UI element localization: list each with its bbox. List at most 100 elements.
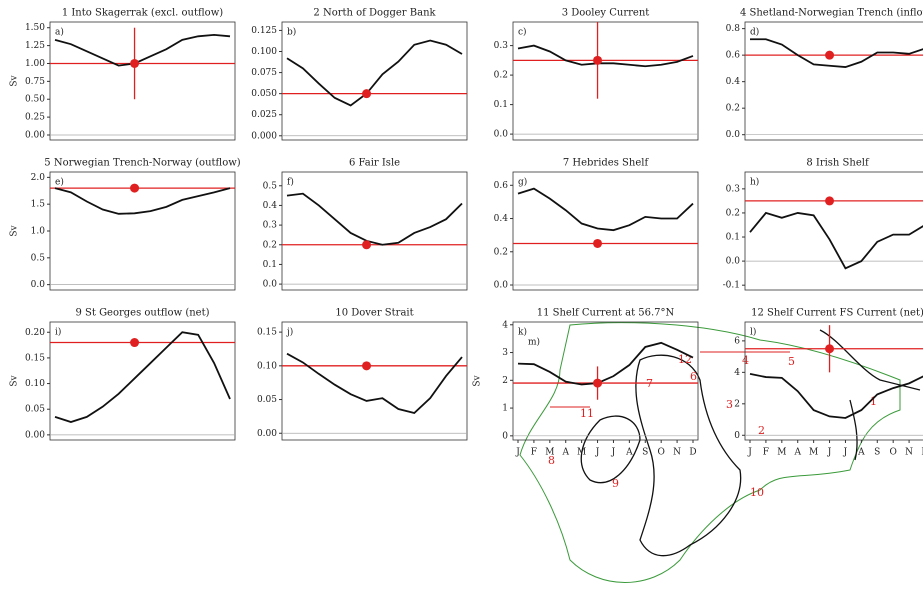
panel-label: j) — [286, 327, 293, 338]
x-tick-label: J — [747, 448, 752, 458]
y-tick-label: 0.6 — [726, 51, 741, 61]
y-tick-label: 0.125 — [251, 26, 277, 36]
obs-point — [593, 55, 603, 65]
plot-frame — [281, 171, 468, 291]
panel-title: 10 Dover Strait — [335, 308, 413, 319]
obs-point — [593, 378, 603, 388]
y-tick-label: 2 — [734, 399, 740, 409]
y-axis-label: Sv — [10, 374, 20, 386]
mean-line — [286, 192, 463, 246]
y-tick-label: 6 — [734, 336, 740, 346]
section-label: 8 — [548, 454, 555, 467]
x-tick-label: S — [642, 448, 648, 458]
plot-frame — [49, 171, 236, 291]
y-tick-label: 0.25 — [25, 113, 45, 123]
obs-point — [130, 338, 140, 348]
panel-title: 2 North of Dogger Bank — [313, 8, 436, 19]
y-tick-label: 3 — [502, 348, 508, 358]
y-axis-label: Sv — [10, 74, 20, 86]
plot-frame — [512, 21, 699, 141]
panel-label: b) — [287, 27, 296, 38]
y-tick-label: 0.0 — [726, 130, 741, 140]
y-tick-label: 0.3 — [263, 221, 278, 231]
x-tick-label: F — [531, 448, 537, 458]
y-tick-label: 0.4 — [263, 201, 278, 211]
mean-line — [54, 331, 231, 423]
x-tick-label: J — [595, 448, 600, 458]
obs-point — [362, 240, 372, 250]
y-tick-label: 0.8 — [726, 24, 741, 34]
x-tick-label: M — [545, 448, 554, 458]
panel-label: h) — [750, 177, 759, 188]
y-tick-label: 0.4 — [494, 214, 509, 224]
x-tick-label: F — [763, 448, 769, 458]
y-tick-label: 1.00 — [25, 59, 45, 69]
panel-title: 12 Shelf Current FS Current (net) — [751, 308, 923, 319]
y-tick-label: 0.4 — [726, 77, 741, 87]
y-tick-label: 4 — [734, 368, 740, 378]
y-tick-label: 0.05 — [257, 395, 277, 405]
y-tick-label: 0.10 — [257, 361, 277, 371]
obs-point — [825, 50, 835, 60]
section-label: 4 — [742, 354, 749, 367]
obs-point — [825, 196, 835, 206]
panel-title: 8 Irish Shelf — [806, 158, 870, 169]
y-tick-label: 2 — [502, 376, 508, 386]
mean-line — [749, 373, 923, 419]
y-tick-label: 0.00 — [257, 429, 277, 439]
section-label: 11 — [580, 407, 594, 420]
panel-label: k) — [518, 327, 527, 338]
panel-title: 9 St Georges outflow (net) — [75, 308, 209, 319]
plot-frame — [281, 321, 468, 441]
y-tick-label: 0.1 — [263, 260, 277, 270]
y-tick-label: 0.05 — [25, 405, 45, 415]
section-label: 6 — [690, 370, 697, 383]
map-labels: 1 2 3 4 5 6 7 8 9 10 11 12 — [548, 353, 877, 499]
map: m) — [519, 322, 921, 583]
x-tick-label: N — [673, 448, 681, 458]
mean-line — [517, 187, 694, 232]
y-tick-label: 0.1 — [494, 100, 508, 110]
y-tick-label: 0.2 — [494, 247, 508, 257]
y-tick-label: 0.15 — [25, 353, 45, 363]
section-label: 10 — [750, 486, 764, 499]
plot-frame — [512, 321, 699, 441]
y-tick-label: 4 — [502, 320, 508, 330]
y-tick-label: 0.0 — [494, 281, 509, 291]
y-tick-label: 0.1 — [726, 233, 740, 243]
panel-title: 4 Shetland-Norwegian Trench (inflow) — [740, 8, 923, 19]
panel-title: 11 Shelf Current at 56.7°N — [537, 308, 675, 319]
y-tick-label: 0 — [502, 431, 508, 441]
panel-label: l) — [750, 327, 756, 338]
y-tick-label: 0.3 — [494, 41, 509, 51]
mean-line — [517, 341, 694, 386]
panel-label: a) — [55, 27, 64, 38]
plot-frame — [744, 321, 923, 441]
y-axis-label: Sv — [473, 374, 483, 386]
y-tick-label: 2.0 — [31, 173, 46, 183]
y-tick-label: 0.0 — [263, 280, 278, 290]
x-tick-label: A — [857, 448, 865, 458]
y-tick-label: 1 — [502, 404, 508, 414]
x-tick-label: M — [809, 448, 818, 458]
y-tick-label: 0.2 — [726, 104, 740, 114]
panel-label: d) — [750, 27, 759, 38]
x-tick-label: J — [515, 448, 520, 458]
plot-frame — [49, 321, 236, 441]
y-tick-label: 1.50 — [25, 23, 45, 33]
plot-frame — [512, 171, 699, 291]
map-panel-label: m) — [528, 337, 540, 348]
y-axis-label: Sv — [10, 224, 20, 236]
y-tick-label: 0.3 — [726, 184, 741, 194]
x-tick-label: J — [827, 448, 832, 458]
mean-line — [54, 33, 231, 67]
mean-line — [517, 44, 694, 68]
y-tick-label: 0.75 — [25, 77, 45, 87]
plot-frame — [281, 21, 468, 141]
obs-point — [130, 183, 140, 193]
x-tick-label: O — [657, 448, 664, 458]
mean-line — [286, 39, 463, 107]
x-tick-label: J — [611, 448, 616, 458]
y-tick-label: 0.2 — [726, 208, 740, 218]
